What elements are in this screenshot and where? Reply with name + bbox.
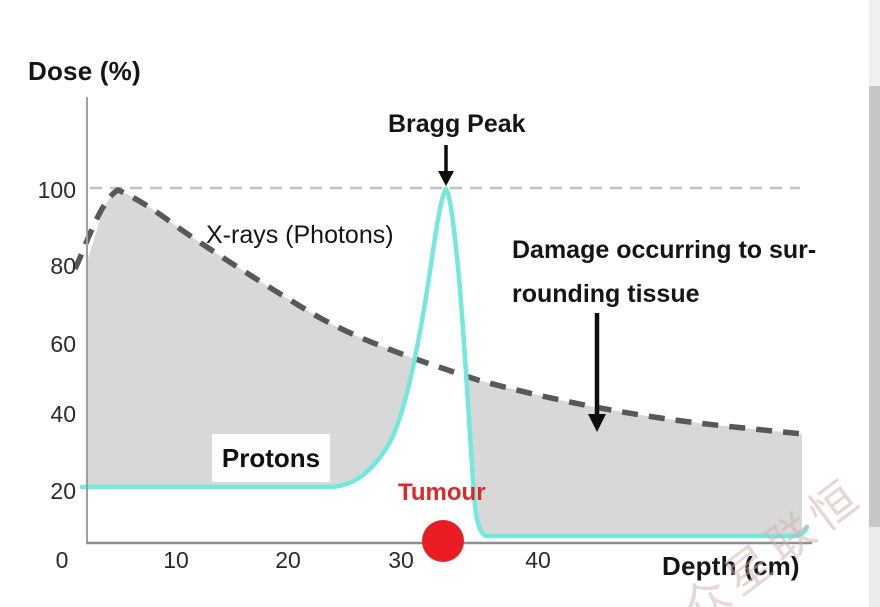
xray-curve	[72, 186, 803, 437]
proton-curve	[79, 185, 810, 539]
bragg-peak-label: Bragg Peak	[388, 110, 526, 138]
y-axis-title: Dose (%)	[28, 56, 141, 86]
x-tick-20: 20	[275, 547, 301, 573]
damage-annotation-line1: Damage occurring to sur-	[512, 236, 817, 264]
proton-undercurve-mask	[82, 189, 807, 543]
x-axis-title: Depth (cm)	[662, 551, 800, 581]
x-tick-0: 0	[55, 547, 69, 573]
y-tick-40: 40	[50, 401, 76, 427]
right-edge-strip-top	[869, 0, 880, 86]
y-tick-60: 60	[50, 331, 76, 357]
y-tick-20: 20	[50, 478, 76, 504]
bragg-peak-arrow-icon	[438, 145, 454, 186]
x-tick-40: 40	[525, 547, 551, 573]
y-tick-80: 80	[50, 253, 76, 279]
tumour-marker	[422, 520, 464, 562]
x-tick-30: 30	[388, 547, 414, 573]
right-edge-strip-bottom	[869, 527, 880, 607]
y-tick-100: 100	[37, 177, 76, 203]
right-edge-strip-middle	[869, 86, 880, 527]
tumour-label: Tumour	[398, 479, 486, 506]
xray-curve-label: X-rays (Photons)	[206, 221, 394, 249]
protons-label: Protons	[221, 442, 321, 473]
damage-annotation-line2: rounding tissue	[512, 280, 700, 308]
damage-arrow-icon	[588, 313, 606, 432]
protons-label-box: Protons	[212, 434, 330, 482]
x-tick-10: 10	[163, 547, 189, 573]
